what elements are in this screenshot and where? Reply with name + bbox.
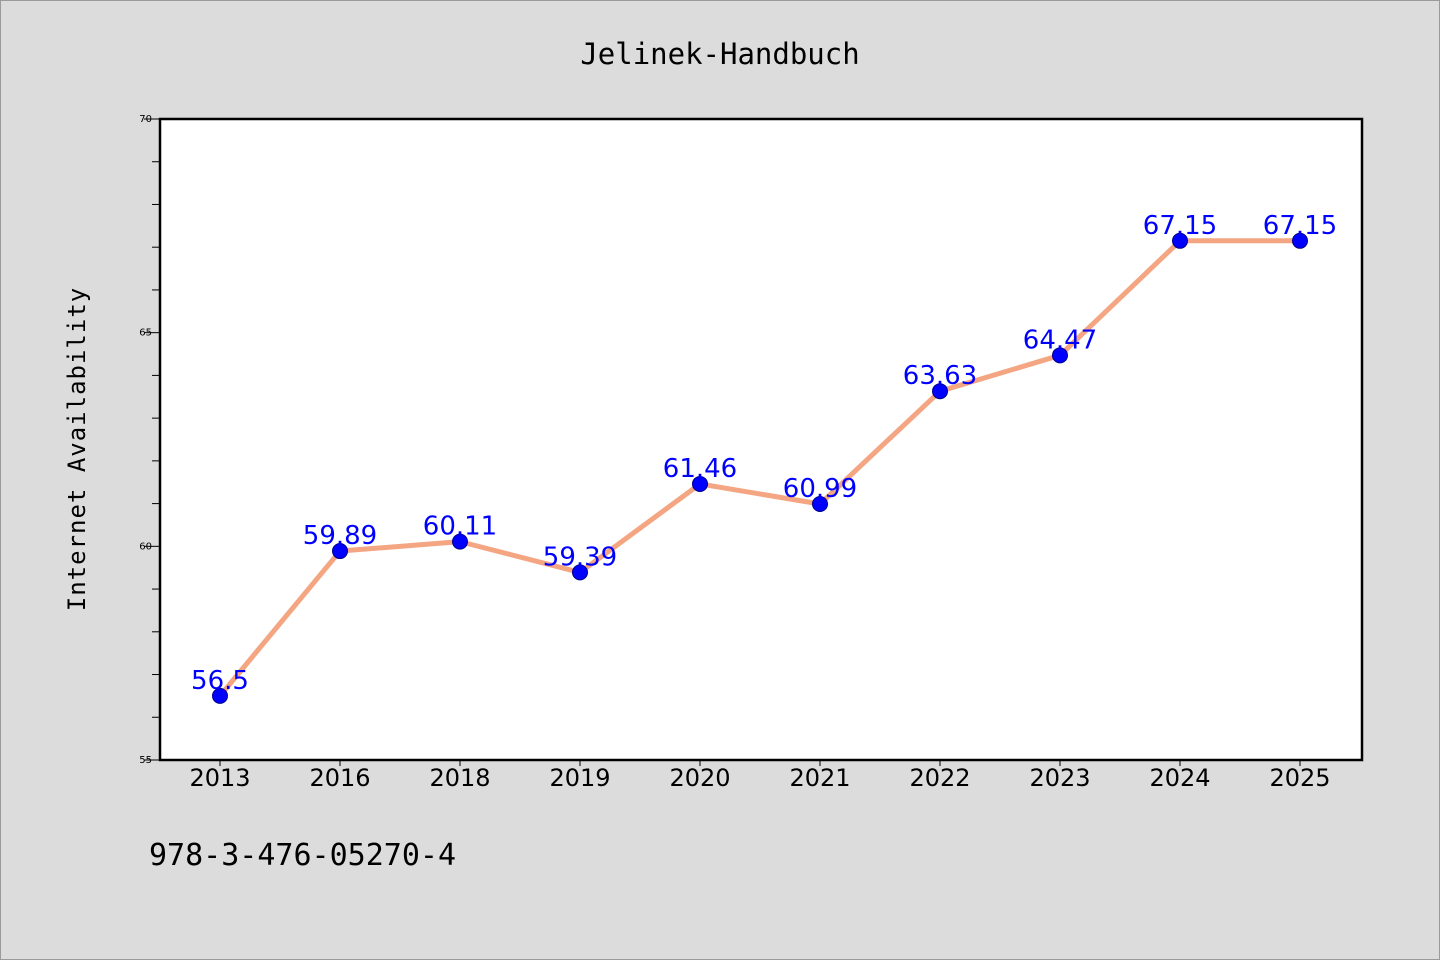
data-point	[1292, 232, 1308, 249]
data-label: 63.63	[903, 361, 977, 391]
data-point	[1052, 347, 1068, 364]
data-label: 60.99	[783, 474, 857, 504]
data-label: 56.5	[191, 666, 249, 696]
data-point	[932, 383, 948, 400]
data-label: 59.89	[303, 521, 377, 551]
y-tick-label: 60	[139, 541, 152, 552]
chart-title: Jelinek-Handbuch	[580, 37, 859, 71]
data-point	[572, 564, 588, 581]
series-line	[217, 238, 1303, 699]
x-tick-label: 2023	[1029, 764, 1090, 792]
y-axis-label: Internet Availability	[63, 287, 91, 611]
data-label: 67.15	[1143, 211, 1217, 241]
y-tick-label: 70	[139, 114, 152, 125]
y-tick-label: 65	[139, 328, 152, 339]
y-tick-label: 55	[139, 755, 152, 766]
x-tick-label: 2016	[309, 764, 370, 792]
x-tick-label: 2025	[1269, 764, 1330, 792]
x-tick-label: 2020	[669, 764, 730, 792]
x-axis: 2013 2016 2018 2019 2020 2021 2022 2023 2024 2025	[189, 760, 1331, 792]
data-point	[692, 475, 708, 492]
data-label: 67.15	[1263, 211, 1337, 241]
x-tick-label: 2018	[429, 764, 490, 792]
series-layer	[212, 232, 1308, 704]
data-point	[452, 533, 468, 550]
data-labels: 56.5 59.89 60.11 59.39 61.46 60.99 63.63 64.47 6…	[191, 211, 1337, 696]
y-axis: 55 60 65 70	[139, 114, 160, 766]
plot-area	[158, 117, 1364, 762]
x-tick-label: 2013	[189, 764, 250, 792]
x-tick-label: 2022	[909, 764, 970, 792]
data-point	[1172, 232, 1188, 249]
x-tick-label: 2019	[549, 764, 610, 792]
x-tick-label: 2021	[789, 764, 850, 792]
data-label: 64.47	[1023, 325, 1097, 355]
isbn-footer: 978-3-476-05270-4	[149, 838, 456, 873]
data-point	[212, 687, 228, 704]
data-point	[332, 543, 348, 560]
data-label: 59.39	[543, 542, 617, 572]
data-label: 61.46	[663, 454, 737, 484]
x-tick-label: 2024	[1149, 764, 1210, 792]
data-point	[812, 496, 828, 513]
data-label: 60.11	[423, 512, 497, 542]
